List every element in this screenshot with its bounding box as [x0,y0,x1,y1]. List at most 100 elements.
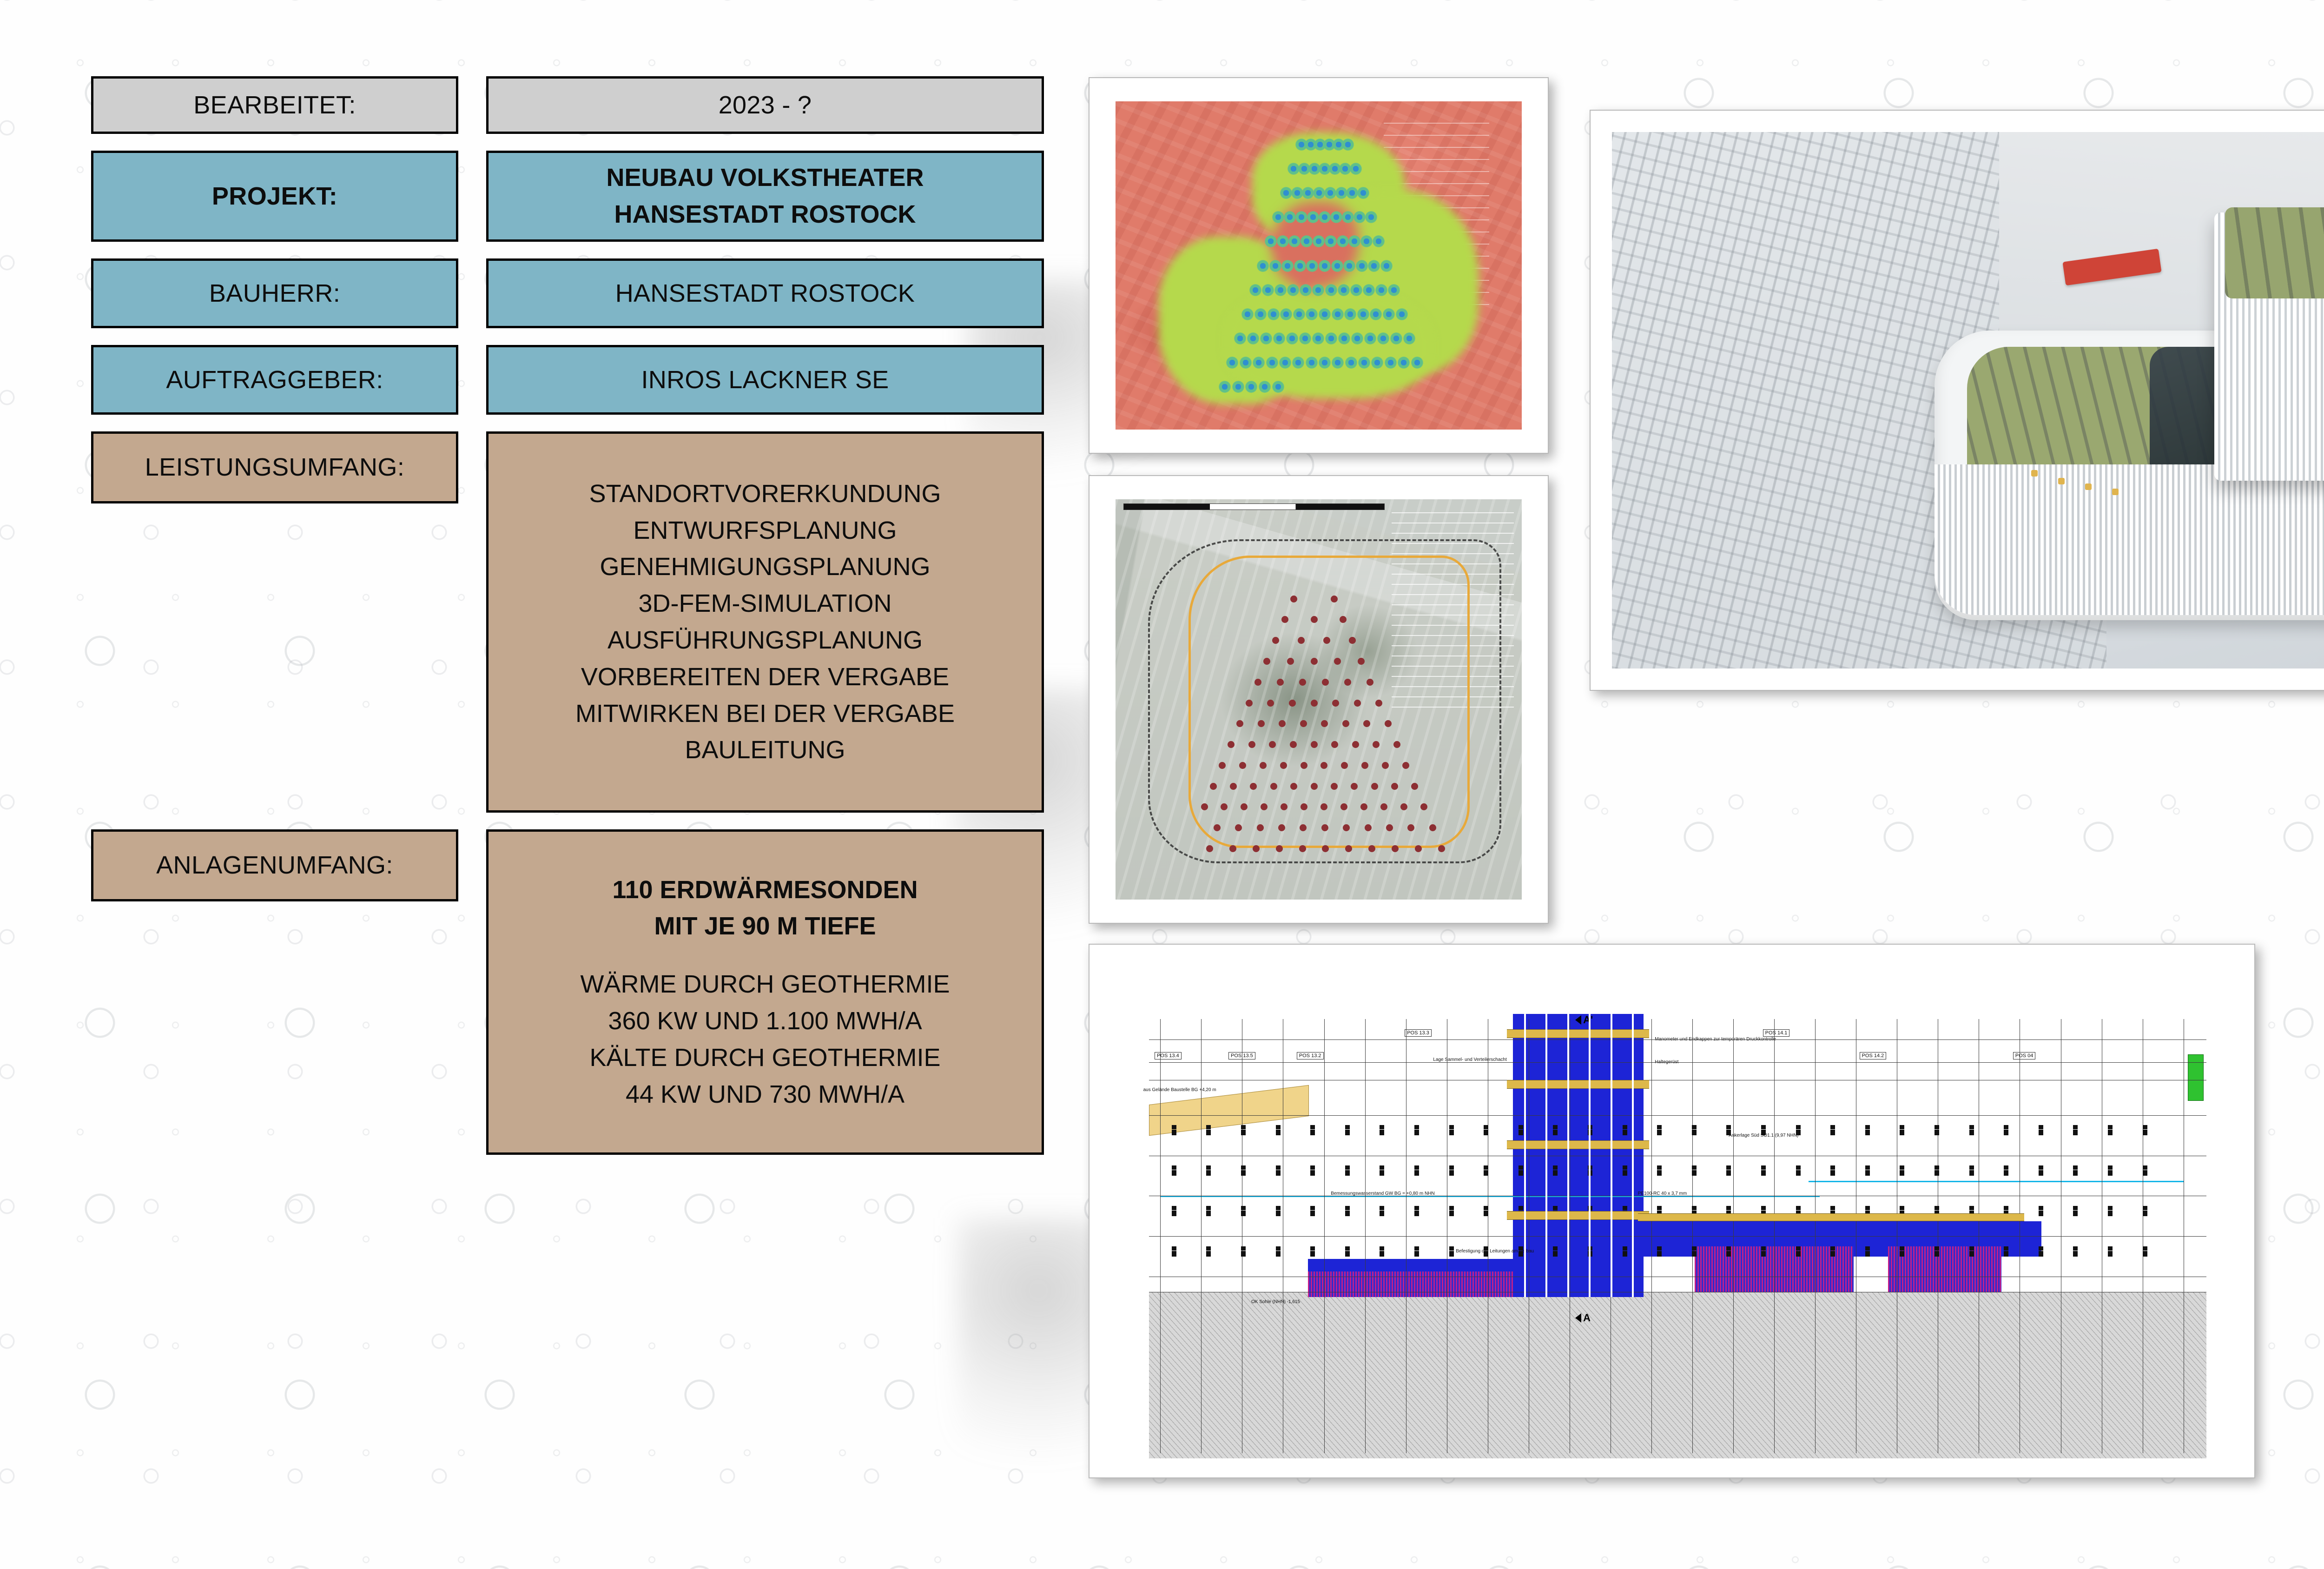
fem-probe-point [1266,357,1278,369]
borehole-point [1248,741,1255,748]
probe-head-symbol [1553,1125,1558,1136]
probe-head-symbol [1345,1246,1350,1257]
value-line: BAULEITUNG [685,736,845,764]
construction-line [1149,1115,2206,1116]
probe-head-symbol [1171,1125,1176,1136]
fem-probe-point [1287,284,1300,296]
probe-head-symbol [1761,1165,1766,1176]
borehole-point [1375,699,1383,707]
probe-head-symbol [1691,1165,1697,1176]
borehole-point [1363,720,1371,728]
probe-head-symbol [1449,1125,1454,1136]
fem-probe-point [1288,235,1301,248]
probe-head-symbol [1206,1246,1211,1257]
probe-head-symbol [2142,1125,2147,1136]
probe-head-symbol [1241,1125,1246,1136]
fem-probe-point [1388,284,1400,296]
value-text: HANSESTADT ROSTOCK [615,279,915,307]
fem-probe-point [1325,284,1337,296]
borehole-point [1391,782,1398,790]
value-leistungsumfang: STANDORTVORERKUNDUNG ENTWURFSPLANUNG GEN… [486,431,1044,813]
site-plan-image [1116,499,1522,900]
probe-head-symbol [1345,1125,1350,1136]
borehole-point [1254,678,1261,686]
value-line: HANSESTADT ROSTOCK [614,200,916,228]
borehole-point [1353,699,1361,707]
probe-head-symbol [1414,1246,1419,1257]
probe-head-symbol [1796,1246,1801,1257]
fem-probe-point [1337,284,1350,296]
fem-probe-point [1301,235,1313,248]
fem-probe-point [1274,284,1287,296]
podium-facade-fins [1934,464,2324,615]
borehole-point [1259,761,1267,769]
borehole-point [1367,678,1374,686]
probe-head-symbol [2038,1246,2043,1257]
fem-probe-point [1357,187,1370,199]
probe-head-symbol [1900,1206,1905,1217]
fem-probe-point [1324,235,1337,248]
anchor-band-yellow [1507,1211,1650,1220]
fem-probe-point [1286,332,1298,345]
borehole-point [1213,824,1221,832]
fem-probe-point [1362,284,1375,296]
borehole-point [1321,824,1328,832]
borehole-point [1373,741,1380,748]
fem-probe-point [1272,381,1284,393]
fem-probe-point [1298,162,1310,175]
value-line: KÄLTE DURCH GEOTHERMIE [589,1043,941,1072]
probe-head-symbol [1275,1125,1281,1136]
borehole-point [1344,678,1351,686]
probe-head-symbol [1275,1206,1281,1217]
table-row: ANLAGENUMFANG: 110 ERDWÄRMESONDEN MIT JE… [91,829,1044,1155]
probe-head-symbol [1380,1206,1385,1217]
fem-probe-point [1218,381,1231,393]
probe-head-symbol [2004,1246,2009,1257]
fem-probe-point [1351,332,1363,345]
probe-head-symbol [1761,1125,1766,1136]
borehole-point [1320,803,1327,811]
shaft-separator [1545,1014,1548,1297]
label-text: BEARBEITET: [193,91,356,119]
value-line: GENEHMIGUNGSPLANUNG [600,553,931,581]
borehole-point [1340,803,1347,811]
borehole-point [1310,741,1318,748]
probe-head-symbol [1310,1206,1315,1217]
probe-head-symbol [1241,1165,1246,1176]
borehole-point [1407,824,1415,832]
referenzen-headline: REFERENZEN GEOTHERMIE [2291,1246,2324,1269]
shaft-separator [1567,1014,1569,1297]
project-info-table: BEARBEITET: 2023 - ? PROJEKT: NEUBAU VOL… [91,76,1044,1172]
fem-probe-point [1411,357,1423,369]
grid-line [1160,1019,1161,1454]
probe-head-symbol [2038,1165,2043,1176]
borehole-point [1299,845,1306,852]
borehole-point [1272,637,1280,644]
pos-label: POS 13.5 [1228,1052,1255,1059]
fem-probe-point [1292,357,1305,369]
groundwater-level-line [1160,1196,1820,1198]
fem-probe-point [1318,308,1331,320]
fem-probe-point [1272,211,1285,224]
borehole-point [1281,803,1288,811]
fem-probe-point [1382,308,1395,320]
value-line: WÄRME DURCH GEOTHERMIE [580,970,950,999]
fem-probe-point [1313,235,1325,248]
borehole-point [1371,782,1378,790]
fem-probe-point [1302,187,1314,199]
probe-head-symbol [1310,1246,1315,1257]
probe-head-symbol [2004,1125,2009,1136]
borehole-point [1429,824,1436,832]
borehole-point [1400,803,1407,811]
probe-head-symbol [1726,1125,1731,1136]
borehole-point [1331,741,1339,748]
probe-head-symbol [1310,1165,1315,1176]
borehole-point [1252,845,1260,852]
value-line: MIT JE 90 M TIEFE [654,912,876,940]
probe-head-symbol [1449,1165,1454,1176]
borehole-point [1360,803,1367,811]
probe-bundle-magenta [1888,1246,2002,1292]
borehole-point [1342,720,1349,728]
probe-head-symbol [1484,1206,1489,1217]
fem-probe-point [1232,381,1244,393]
